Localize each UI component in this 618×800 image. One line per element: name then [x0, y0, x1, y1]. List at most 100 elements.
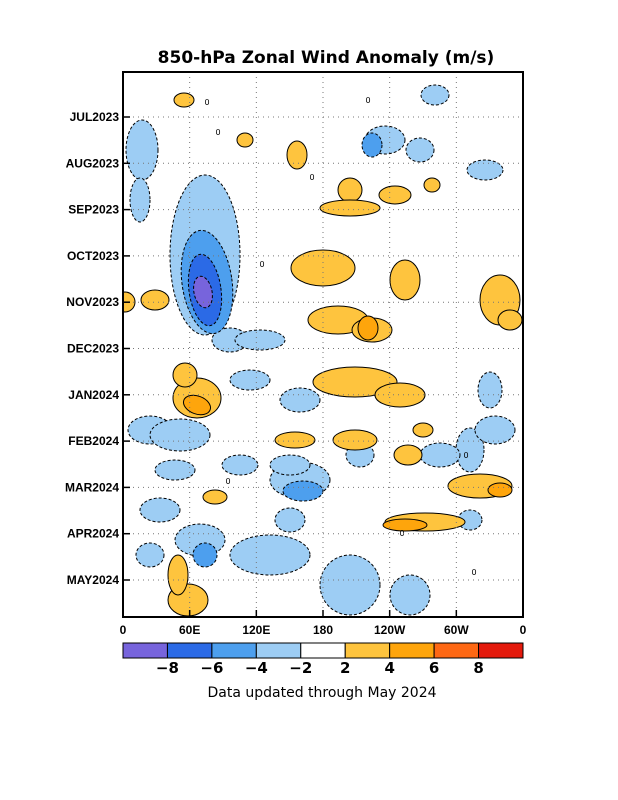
colorbar-swatch — [122, 642, 168, 659]
strong-westerly-core — [382, 518, 428, 532]
westerly-anomaly-region — [423, 177, 441, 193]
easterly-anomaly-region — [221, 454, 259, 476]
easterly-anomaly-region — [149, 418, 211, 452]
colorbar-label: −6 — [200, 659, 223, 677]
colorbar-label: −8 — [156, 659, 179, 677]
y-tick-label: AUG2023 — [66, 156, 120, 170]
y-tick-label: MAR2024 — [65, 480, 119, 494]
colorbar-swatch — [255, 642, 302, 659]
easterly-anomaly-region — [274, 507, 306, 533]
extreme-easterly-core — [193, 275, 213, 309]
y-tick-label: JUL2023 — [70, 110, 120, 124]
x-tick-label: 180 — [313, 623, 333, 637]
westerly-anomaly-region — [337, 177, 363, 203]
easterly-anomaly-region — [139, 497, 181, 523]
y-tick-label: DEC2023 — [67, 342, 119, 356]
westerly-anomaly-region — [202, 489, 228, 505]
contour-label: 0 — [215, 128, 220, 137]
strong-westerly-core — [487, 482, 513, 498]
easterly-anomaly-region — [361, 132, 383, 158]
contour-label: 0 — [365, 96, 370, 105]
easterly-anomaly-region — [154, 459, 196, 481]
easterly-anomaly-region — [477, 371, 503, 409]
easterly-anomaly-region — [474, 415, 516, 445]
colorbar-swatch — [166, 642, 213, 659]
y-tick-label: NOV2023 — [66, 295, 119, 309]
westerly-anomaly-region — [412, 422, 434, 438]
contour-label: 0 — [204, 98, 209, 107]
anomaly-field: 0 0 0 0 0 0 0 0 0 — [123, 84, 523, 617]
x-tick-label: 0 — [120, 623, 127, 637]
x-tick-label: 60E — [179, 623, 200, 637]
westerly-anomaly-region — [286, 140, 308, 170]
contour-label: 0 — [399, 529, 404, 538]
westerly-anomaly-region — [312, 366, 398, 398]
y-axis: JUL2023 AUG2023 SEP2023 OCT2023 NOV2023 DEC20… — [65, 110, 130, 587]
easterly-anomaly-region — [420, 84, 450, 106]
colorbar-swatch — [433, 642, 480, 659]
westerly-anomaly-region — [393, 444, 423, 466]
y-tick-label: MAY2024 — [67, 573, 120, 587]
strong-westerly-core — [357, 315, 379, 341]
colorbar-swatch — [344, 642, 391, 659]
y-tick-label: SEP2023 — [68, 203, 119, 217]
colorbar-swatch — [211, 642, 257, 659]
colorbar-label: 6 — [429, 659, 439, 677]
colorbar-swatch — [300, 642, 346, 659]
contour-label: 0 — [471, 568, 476, 577]
westerly-anomaly-region — [332, 429, 378, 451]
westerly-anomaly-region — [173, 92, 195, 108]
colorbar-label: 8 — [473, 659, 483, 677]
easterly-anomaly-region — [129, 177, 151, 223]
footer-note: Data updated through May 2024 — [207, 685, 436, 701]
easterly-anomaly-region — [269, 454, 311, 476]
westerly-anomaly-region — [374, 382, 426, 408]
y-tick-label: APR2024 — [67, 527, 119, 541]
colorbar: −8 −6 −4 −2 2 4 6 8 — [122, 642, 524, 677]
westerly-anomaly-region — [378, 185, 412, 205]
colorbar-swatch — [478, 642, 524, 659]
colorbar-label: 2 — [340, 659, 350, 677]
x-axis: 0 60E 120E 180 120W 60W 0 — [120, 610, 527, 637]
westerly-anomaly-region — [140, 289, 170, 311]
grid-lines — [123, 72, 523, 617]
westerly-anomaly-region — [274, 431, 316, 449]
westerly-anomaly-region — [167, 554, 189, 596]
westerly-anomaly-region — [319, 199, 381, 217]
colorbar-swatch — [389, 642, 435, 659]
westerly-anomaly-region — [172, 362, 198, 388]
contour-label: 0 — [309, 173, 314, 182]
westerly-anomaly-region — [389, 259, 421, 301]
easterly-anomaly-region — [229, 534, 311, 576]
contour-label: 0 — [259, 260, 264, 269]
colorbar-label: 4 — [384, 659, 394, 677]
y-tick-label: OCT2023 — [67, 249, 119, 263]
strong-westerly-core — [182, 394, 212, 416]
x-tick-label: 60W — [444, 623, 469, 637]
easterly-anomaly-region — [279, 387, 321, 413]
easterly-anomaly-region — [125, 119, 159, 181]
y-tick-label: JAN2024 — [68, 388, 119, 402]
easterly-anomaly-region — [234, 329, 286, 351]
x-tick-label: 0 — [520, 623, 527, 637]
easterly-anomaly-region — [319, 554, 381, 616]
easterly-anomaly-region — [419, 442, 461, 468]
y-tick-label: FEB2024 — [68, 434, 119, 448]
x-tick-label: 120W — [374, 623, 406, 637]
colorbar-label: −4 — [245, 659, 268, 677]
easterly-anomaly-region — [229, 369, 271, 391]
easterly-anomaly-region — [135, 542, 165, 568]
westerly-anomaly-region — [497, 309, 523, 331]
contour-label: 0 — [225, 477, 230, 486]
easterly-anomaly-region — [405, 137, 435, 163]
colorbar-label: −2 — [289, 659, 312, 677]
chart-title: 850-hPa Zonal Wind Anomaly (m/s) — [158, 48, 495, 68]
x-tick-label: 120E — [242, 623, 270, 637]
easterly-anomaly-region — [457, 509, 483, 531]
easterly-anomaly-region — [282, 480, 324, 502]
contour-label: 0 — [463, 451, 468, 460]
easterly-anomaly-region — [466, 159, 504, 181]
westerly-anomaly-region — [236, 132, 254, 148]
easterly-anomaly-region — [389, 574, 431, 616]
